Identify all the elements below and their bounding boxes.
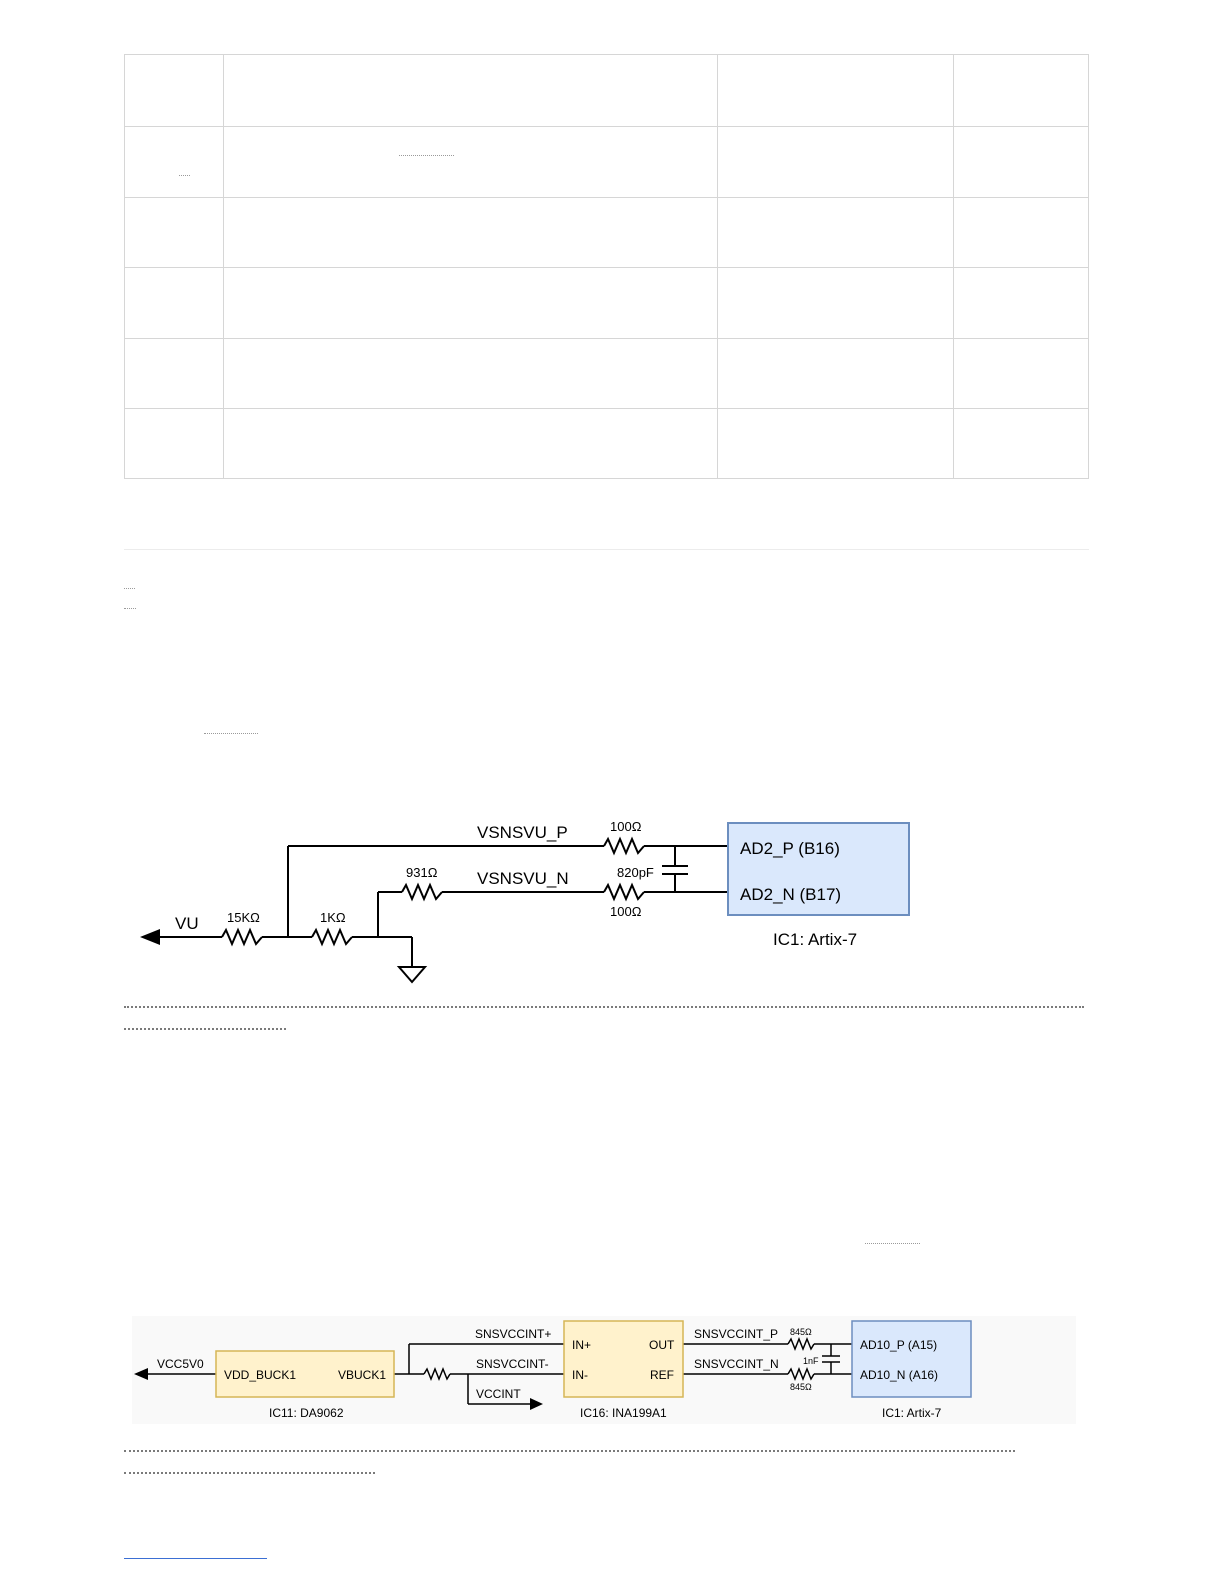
net-label: VSNSVU_P bbox=[477, 823, 568, 842]
faded-text bbox=[865, 1243, 920, 1244]
table-row bbox=[125, 408, 1088, 478]
resistor-value: 100Ω bbox=[610, 904, 642, 919]
pin-label: VBUCK1 bbox=[338, 1368, 386, 1382]
faded-text bbox=[124, 1006, 1084, 1008]
capacitor-value: 820pF bbox=[617, 865, 654, 880]
pmic-block bbox=[215, 1350, 395, 1398]
ic-label: IC11: DA9062 bbox=[269, 1406, 344, 1420]
faded-table bbox=[124, 54, 1089, 479]
source-label: VU bbox=[175, 914, 199, 933]
net-label: SNSVCCINT_N bbox=[694, 1357, 779, 1371]
pin-label: AD10_N (A16) bbox=[860, 1368, 938, 1382]
faded-text bbox=[399, 155, 454, 156]
net-label: VCCINT bbox=[476, 1387, 521, 1401]
net-label: SNSVCCINT- bbox=[476, 1357, 549, 1371]
pin-label: REF bbox=[650, 1368, 674, 1382]
faded-text bbox=[124, 1472, 375, 1474]
fpga-block bbox=[851, 1320, 972, 1398]
voltage-divider-schematic: VSNSVU_P VSNSVU_N VU AD2_P (B16) AD2_N (… bbox=[140, 819, 910, 984]
ic-label: IC1: Artix-7 bbox=[773, 930, 857, 949]
net-label: SNSVCCINT_P bbox=[694, 1327, 778, 1341]
resistor-value: 100Ω bbox=[610, 819, 642, 834]
table-row bbox=[125, 267, 1088, 337]
pin-label: AD2_N (B17) bbox=[740, 885, 841, 904]
resistor-value: 931Ω bbox=[406, 865, 438, 880]
capacitor-value: 1nF bbox=[803, 1356, 819, 1366]
table-row bbox=[125, 126, 1088, 196]
pin-label: AD2_P (B16) bbox=[740, 839, 840, 858]
table-divider bbox=[717, 55, 718, 478]
faded-text bbox=[124, 608, 136, 609]
pin-label: IN- bbox=[572, 1368, 588, 1382]
net-label: VSNSVU_N bbox=[477, 869, 569, 888]
resistor-value: 845Ω bbox=[790, 1327, 812, 1337]
fpga-block bbox=[727, 822, 910, 916]
faded-text bbox=[124, 588, 135, 589]
faded-link[interactable] bbox=[124, 1558, 267, 1559]
pin-label: OUT bbox=[649, 1338, 675, 1352]
ic-label: IC16: INA199A1 bbox=[580, 1406, 667, 1420]
amplifier-block bbox=[563, 1320, 684, 1398]
ic-label: IC1: Artix-7 bbox=[882, 1406, 942, 1420]
faded-text bbox=[179, 175, 190, 176]
pin-label: AD10_P (A15) bbox=[860, 1338, 937, 1352]
source-label: VCC5V0 bbox=[157, 1357, 204, 1371]
faded-text bbox=[124, 1028, 286, 1030]
resistor-value: 1KΩ bbox=[320, 910, 346, 925]
table-row bbox=[125, 338, 1088, 408]
pin-label: IN+ bbox=[572, 1338, 591, 1352]
resistor-value: 15KΩ bbox=[227, 910, 260, 925]
faded-text bbox=[124, 1450, 1015, 1452]
net-label: SNSVCCINT+ bbox=[475, 1327, 551, 1341]
table-divider bbox=[953, 55, 954, 478]
resistor-value: 845Ω bbox=[790, 1382, 812, 1392]
table-divider bbox=[223, 55, 224, 478]
table-row bbox=[125, 197, 1088, 267]
faded-text bbox=[204, 733, 258, 734]
pin-label: VDD_BUCK1 bbox=[224, 1368, 296, 1382]
horizontal-rule bbox=[124, 549, 1089, 550]
current-sense-schematic: VCC5V0 VDD_BUCK1 VBUCK1 IC11: DA9062 SNS… bbox=[132, 1316, 1076, 1424]
